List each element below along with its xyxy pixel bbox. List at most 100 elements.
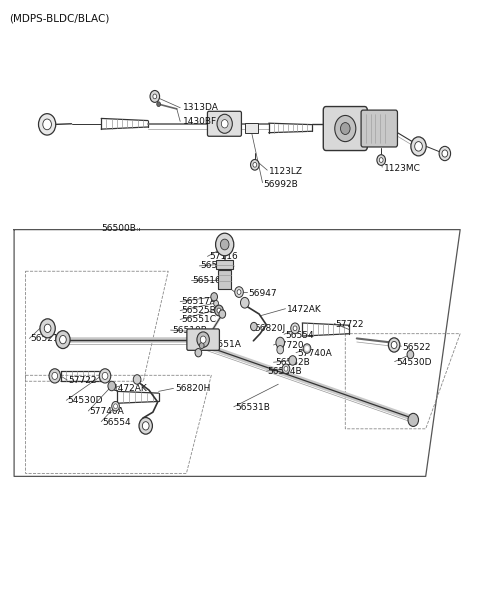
Circle shape [216, 233, 234, 256]
Text: 1123LZ: 1123LZ [269, 167, 303, 176]
Circle shape [237, 290, 241, 294]
Circle shape [439, 147, 451, 161]
Circle shape [143, 422, 149, 430]
Text: 56522: 56522 [403, 343, 431, 352]
Circle shape [305, 346, 309, 351]
Text: 56820J: 56820J [254, 324, 286, 333]
Circle shape [303, 344, 311, 353]
Circle shape [277, 346, 284, 354]
Text: 56525B: 56525B [181, 306, 216, 315]
Circle shape [153, 94, 157, 99]
Circle shape [43, 119, 51, 130]
Circle shape [282, 364, 290, 374]
Circle shape [377, 155, 385, 166]
Circle shape [289, 356, 297, 365]
Circle shape [219, 310, 226, 318]
Circle shape [157, 102, 160, 107]
Circle shape [211, 293, 217, 301]
Text: 56524B: 56524B [268, 367, 302, 376]
Text: 56947: 56947 [249, 288, 277, 298]
Circle shape [133, 375, 141, 384]
Text: 1430BF: 1430BF [182, 117, 216, 126]
Circle shape [197, 332, 209, 347]
Text: 57740A: 57740A [90, 407, 124, 416]
Circle shape [52, 372, 58, 380]
Circle shape [388, 338, 400, 352]
Circle shape [214, 300, 218, 306]
Text: 56510B: 56510B [172, 325, 207, 334]
Circle shape [276, 337, 285, 348]
Bar [218, 270, 231, 289]
Bar [216, 260, 233, 269]
Circle shape [411, 137, 426, 156]
Text: 56517B: 56517B [201, 262, 236, 271]
Circle shape [293, 326, 297, 331]
Text: (MDPS-BLDC/BLAC): (MDPS-BLDC/BLAC) [9, 14, 110, 24]
Circle shape [215, 305, 223, 316]
Circle shape [139, 418, 153, 434]
Circle shape [407, 350, 414, 359]
Circle shape [60, 336, 66, 344]
Text: 56820H: 56820H [175, 384, 210, 393]
Text: 57722: 57722 [69, 375, 97, 384]
Circle shape [38, 114, 56, 135]
Text: 54530D: 54530D [68, 396, 103, 405]
Bar [245, 123, 258, 133]
Circle shape [217, 308, 221, 313]
Circle shape [108, 381, 116, 391]
Circle shape [442, 150, 448, 157]
Circle shape [251, 160, 259, 170]
Circle shape [49, 369, 60, 383]
Text: 1123MC: 1123MC [384, 164, 420, 173]
FancyBboxPatch shape [323, 107, 367, 151]
Text: 54530D: 54530D [396, 358, 432, 367]
Circle shape [217, 114, 232, 134]
Circle shape [56, 331, 70, 349]
Text: 56516A: 56516A [192, 276, 227, 285]
Text: 57740A: 57740A [298, 349, 332, 358]
Text: 1313DA: 1313DA [182, 103, 218, 112]
Circle shape [291, 323, 300, 334]
Text: 56517A: 56517A [181, 297, 216, 306]
Text: 56551A: 56551A [206, 340, 241, 349]
FancyBboxPatch shape [207, 111, 241, 136]
Text: 57722: 57722 [336, 320, 364, 329]
FancyBboxPatch shape [361, 110, 397, 147]
Circle shape [102, 372, 108, 380]
Circle shape [340, 123, 350, 135]
Circle shape [200, 336, 206, 343]
Circle shape [335, 116, 356, 142]
Text: 57720: 57720 [275, 341, 303, 350]
Circle shape [235, 287, 243, 297]
Text: 57116: 57116 [209, 252, 238, 261]
Circle shape [408, 414, 419, 426]
Circle shape [220, 239, 229, 250]
Text: 56521B: 56521B [30, 334, 65, 343]
Circle shape [240, 297, 249, 308]
Circle shape [195, 349, 202, 357]
Circle shape [221, 120, 228, 128]
Circle shape [391, 342, 397, 349]
Text: 1472AK: 1472AK [113, 384, 147, 393]
Text: 56554: 56554 [286, 331, 314, 340]
Circle shape [150, 91, 159, 103]
Text: 56500B: 56500B [101, 224, 136, 233]
Circle shape [112, 402, 120, 411]
Circle shape [44, 324, 51, 333]
FancyBboxPatch shape [187, 329, 219, 350]
Text: 56554: 56554 [103, 418, 131, 427]
Circle shape [99, 369, 111, 383]
Circle shape [114, 404, 118, 409]
Circle shape [251, 322, 257, 331]
Text: 56551C: 56551C [181, 315, 216, 324]
Text: 56532B: 56532B [275, 358, 310, 367]
Text: 56992B: 56992B [263, 180, 298, 189]
Circle shape [379, 158, 383, 163]
Circle shape [284, 367, 288, 371]
Circle shape [253, 163, 257, 167]
Circle shape [415, 142, 422, 151]
Circle shape [199, 343, 204, 349]
Text: 56531B: 56531B [235, 403, 270, 412]
Text: 1472AK: 1472AK [287, 305, 322, 315]
Circle shape [40, 319, 55, 338]
